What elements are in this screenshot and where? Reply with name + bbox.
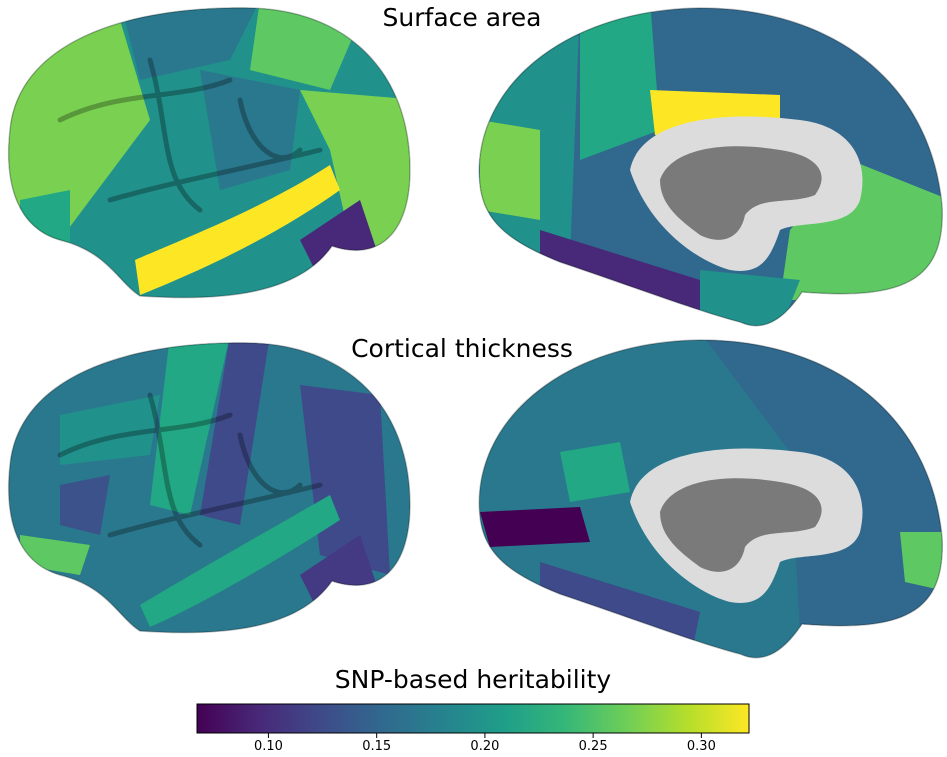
brain-outline — [478, 7, 943, 327]
tick-label: 0.20 — [470, 739, 499, 754]
panel-title: Surface area — [383, 3, 542, 32]
colorbar-title: SNP-based heritability — [335, 665, 612, 694]
brain-medial-surface — [479, 8, 943, 326]
colorbar — [196, 703, 750, 734]
panel-title: Cortical thickness — [351, 334, 573, 363]
brain-lateral-surface — [8, 7, 411, 298]
tick-label: 0.15 — [362, 739, 391, 754]
brain-outline — [7, 7, 411, 299]
tick-label: 0.30 — [687, 739, 716, 754]
tick-label: 0.25 — [579, 739, 608, 754]
brain-lateral-thickness — [7, 342, 411, 634]
tick-label: 0.10 — [254, 739, 283, 754]
brain-medial-thickness — [478, 339, 943, 659]
